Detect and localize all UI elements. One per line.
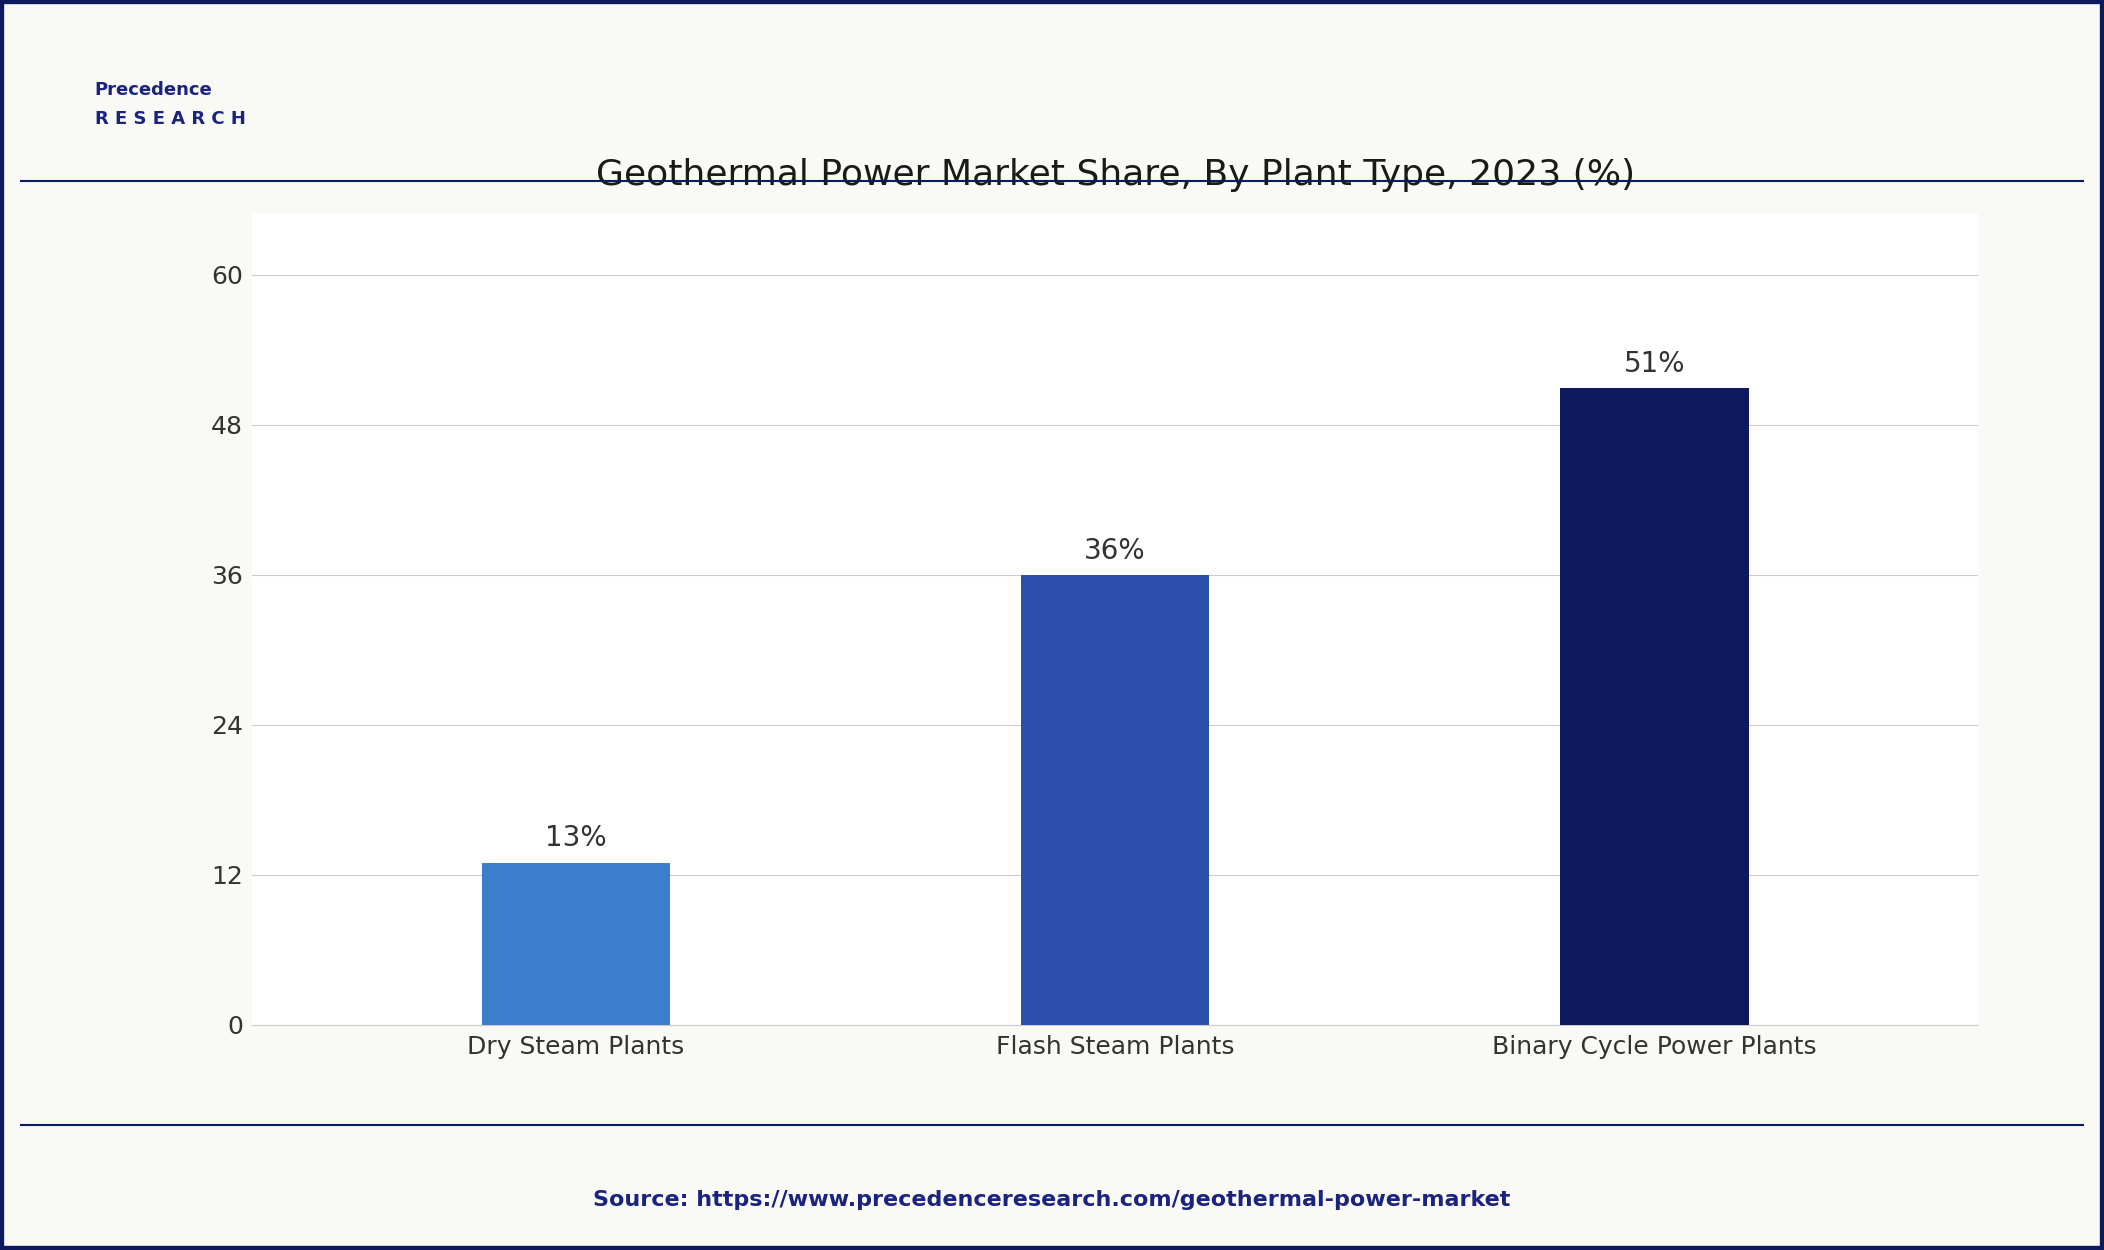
Text: Source: https://www.precedenceresearch.com/geothermal-power-market: Source: https://www.precedenceresearch.c… [593, 1190, 1511, 1210]
Bar [1020, 575, 1210, 1025]
Text: 13%: 13% [545, 825, 606, 852]
Text: Precedence
R E S E A R C H: Precedence R E S E A R C H [95, 81, 246, 129]
Text: 51%: 51% [1624, 350, 1685, 378]
Title: Geothermal Power Market Share, By Plant Type, 2023 (%): Geothermal Power Market Share, By Plant … [595, 158, 1635, 191]
Text: 36%: 36% [1084, 538, 1147, 565]
Bar [1559, 388, 1748, 1025]
Bar [482, 862, 671, 1025]
